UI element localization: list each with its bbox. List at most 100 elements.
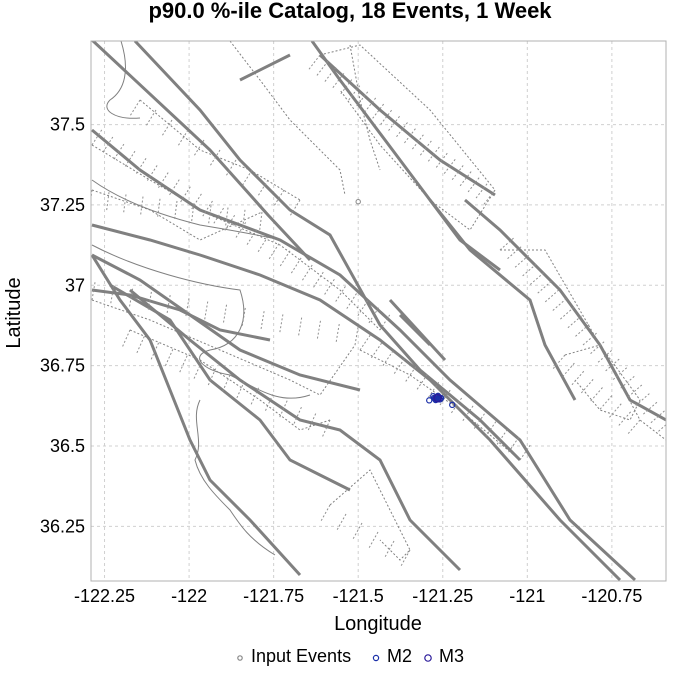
- fault-hatch: [257, 236, 269, 253]
- fault-hatch: [335, 286, 346, 302]
- fault-hatch: [439, 389, 451, 406]
- fault-hatch: [213, 207, 224, 224]
- fault-hatch: [467, 177, 480, 193]
- fault-hatch: [372, 103, 385, 119]
- fault-hatch: [191, 203, 195, 222]
- fault-zone: [500, 249, 666, 460]
- fault-hatch: [590, 341, 605, 355]
- fault-hatch: [605, 358, 620, 372]
- fault-hatch: [384, 540, 395, 557]
- event-marker: [449, 401, 456, 409]
- fault-hatch: [496, 429, 508, 445]
- chart-title: p90.0 %-ile Catalog, 18 Events, 1 Week: [148, 0, 552, 23]
- fault-hatch: [307, 413, 317, 431]
- fault-trace: [388, 298, 447, 362]
- fault-hatch: [635, 393, 650, 406]
- fault-hatch: [507, 246, 522, 260]
- fault-hatch: [419, 140, 432, 156]
- coastline: [106, 41, 141, 119]
- fault-hatch: [194, 139, 205, 156]
- fault-hatch: [246, 229, 258, 245]
- y-axis-label: Latitude: [3, 277, 25, 348]
- y-tick-label: 37: [65, 275, 85, 295]
- fault-trace: [91, 41, 312, 262]
- fault-zone: [139, 99, 301, 201]
- fault-hatch: [571, 370, 585, 386]
- fault-hatch: [290, 199, 301, 216]
- fault-trace: [91, 223, 622, 581]
- fault-hatch: [354, 327, 359, 346]
- fault-hatch: [352, 522, 363, 539]
- event-marker: [426, 397, 433, 404]
- x-tick-label: -121.25: [412, 586, 473, 606]
- fault-hatch: [210, 149, 221, 166]
- fault-hatch: [174, 200, 178, 219]
- fault-hatches: [91, 54, 666, 566]
- fault-hatch: [396, 122, 408, 138]
- fault-hatch: [404, 128, 416, 144]
- x-tick-label: -121: [509, 586, 545, 606]
- fault-zone: [91, 189, 263, 241]
- fault-hatch: [308, 54, 321, 70]
- fault-hatch: [459, 171, 472, 187]
- fault-trace: [239, 53, 291, 82]
- fault-hatch: [400, 549, 411, 566]
- fault-hatch: [106, 192, 110, 211]
- fault-hatch: [178, 129, 189, 146]
- fault-hatch: [650, 410, 665, 424]
- fault-hatch: [91, 129, 103, 146]
- fault-trace: [428, 199, 577, 401]
- fault-hatch: [223, 304, 228, 323]
- fault-hatch: [451, 165, 464, 181]
- fault-hatch: [158, 172, 169, 188]
- event-marker: [355, 199, 361, 205]
- fault-hatch: [316, 320, 321, 339]
- x-tick-label: -122: [171, 586, 207, 606]
- fault-hatch: [412, 134, 424, 150]
- fault-hatch: [567, 315, 582, 329]
- fault-hatch: [180, 186, 191, 203]
- fault-hatch: [279, 314, 284, 333]
- fault-hatch: [202, 200, 213, 217]
- fault-hatch: [135, 158, 147, 174]
- event-marker: [441, 391, 448, 398]
- fault-hatch: [110, 285, 115, 304]
- y-tick-label: 36.5: [50, 436, 85, 456]
- y-tick-label: 36.75: [40, 356, 85, 376]
- fault-hatch: [193, 361, 202, 379]
- x-axis-label: Longitude: [334, 613, 422, 635]
- fault-trace: [91, 254, 302, 577]
- fault-hatch: [519, 444, 531, 461]
- fault-hatch: [113, 143, 125, 160]
- fault-hatch: [580, 379, 594, 394]
- legend-marker: [424, 654, 432, 662]
- fault-trace: [109, 283, 351, 492]
- fault-hatch: [140, 196, 144, 215]
- fault-hatch: [226, 159, 237, 176]
- x-tick-label: -120.75: [581, 586, 642, 606]
- fault-hatch: [393, 358, 405, 374]
- fault-hatch: [427, 146, 440, 162]
- y-tick-label: 37.5: [50, 115, 85, 135]
- fault-hatch: [359, 334, 371, 351]
- fault-hatch: [241, 307, 246, 326]
- fault-hatch: [357, 300, 368, 317]
- y-tick-label: 37.25: [40, 195, 85, 215]
- fault-hatch: [279, 250, 291, 267]
- y-tick-label: 36.25: [40, 516, 85, 536]
- fault-hatch: [290, 257, 302, 274]
- fault-hatch: [242, 169, 253, 186]
- fault-hatch: [618, 411, 632, 426]
- fault-hatch: [147, 291, 152, 310]
- fault-hatch: [529, 272, 545, 285]
- fault-hatch: [185, 298, 190, 317]
- fault-hatch: [582, 332, 597, 346]
- event-marker: [433, 393, 443, 403]
- fault-hatch: [560, 306, 575, 320]
- fault-hatch: [348, 85, 361, 101]
- fault-hatch: [166, 295, 171, 313]
- fault-hatch: [122, 329, 131, 347]
- fault-trace: [91, 253, 361, 392]
- fault-hatch: [428, 382, 440, 398]
